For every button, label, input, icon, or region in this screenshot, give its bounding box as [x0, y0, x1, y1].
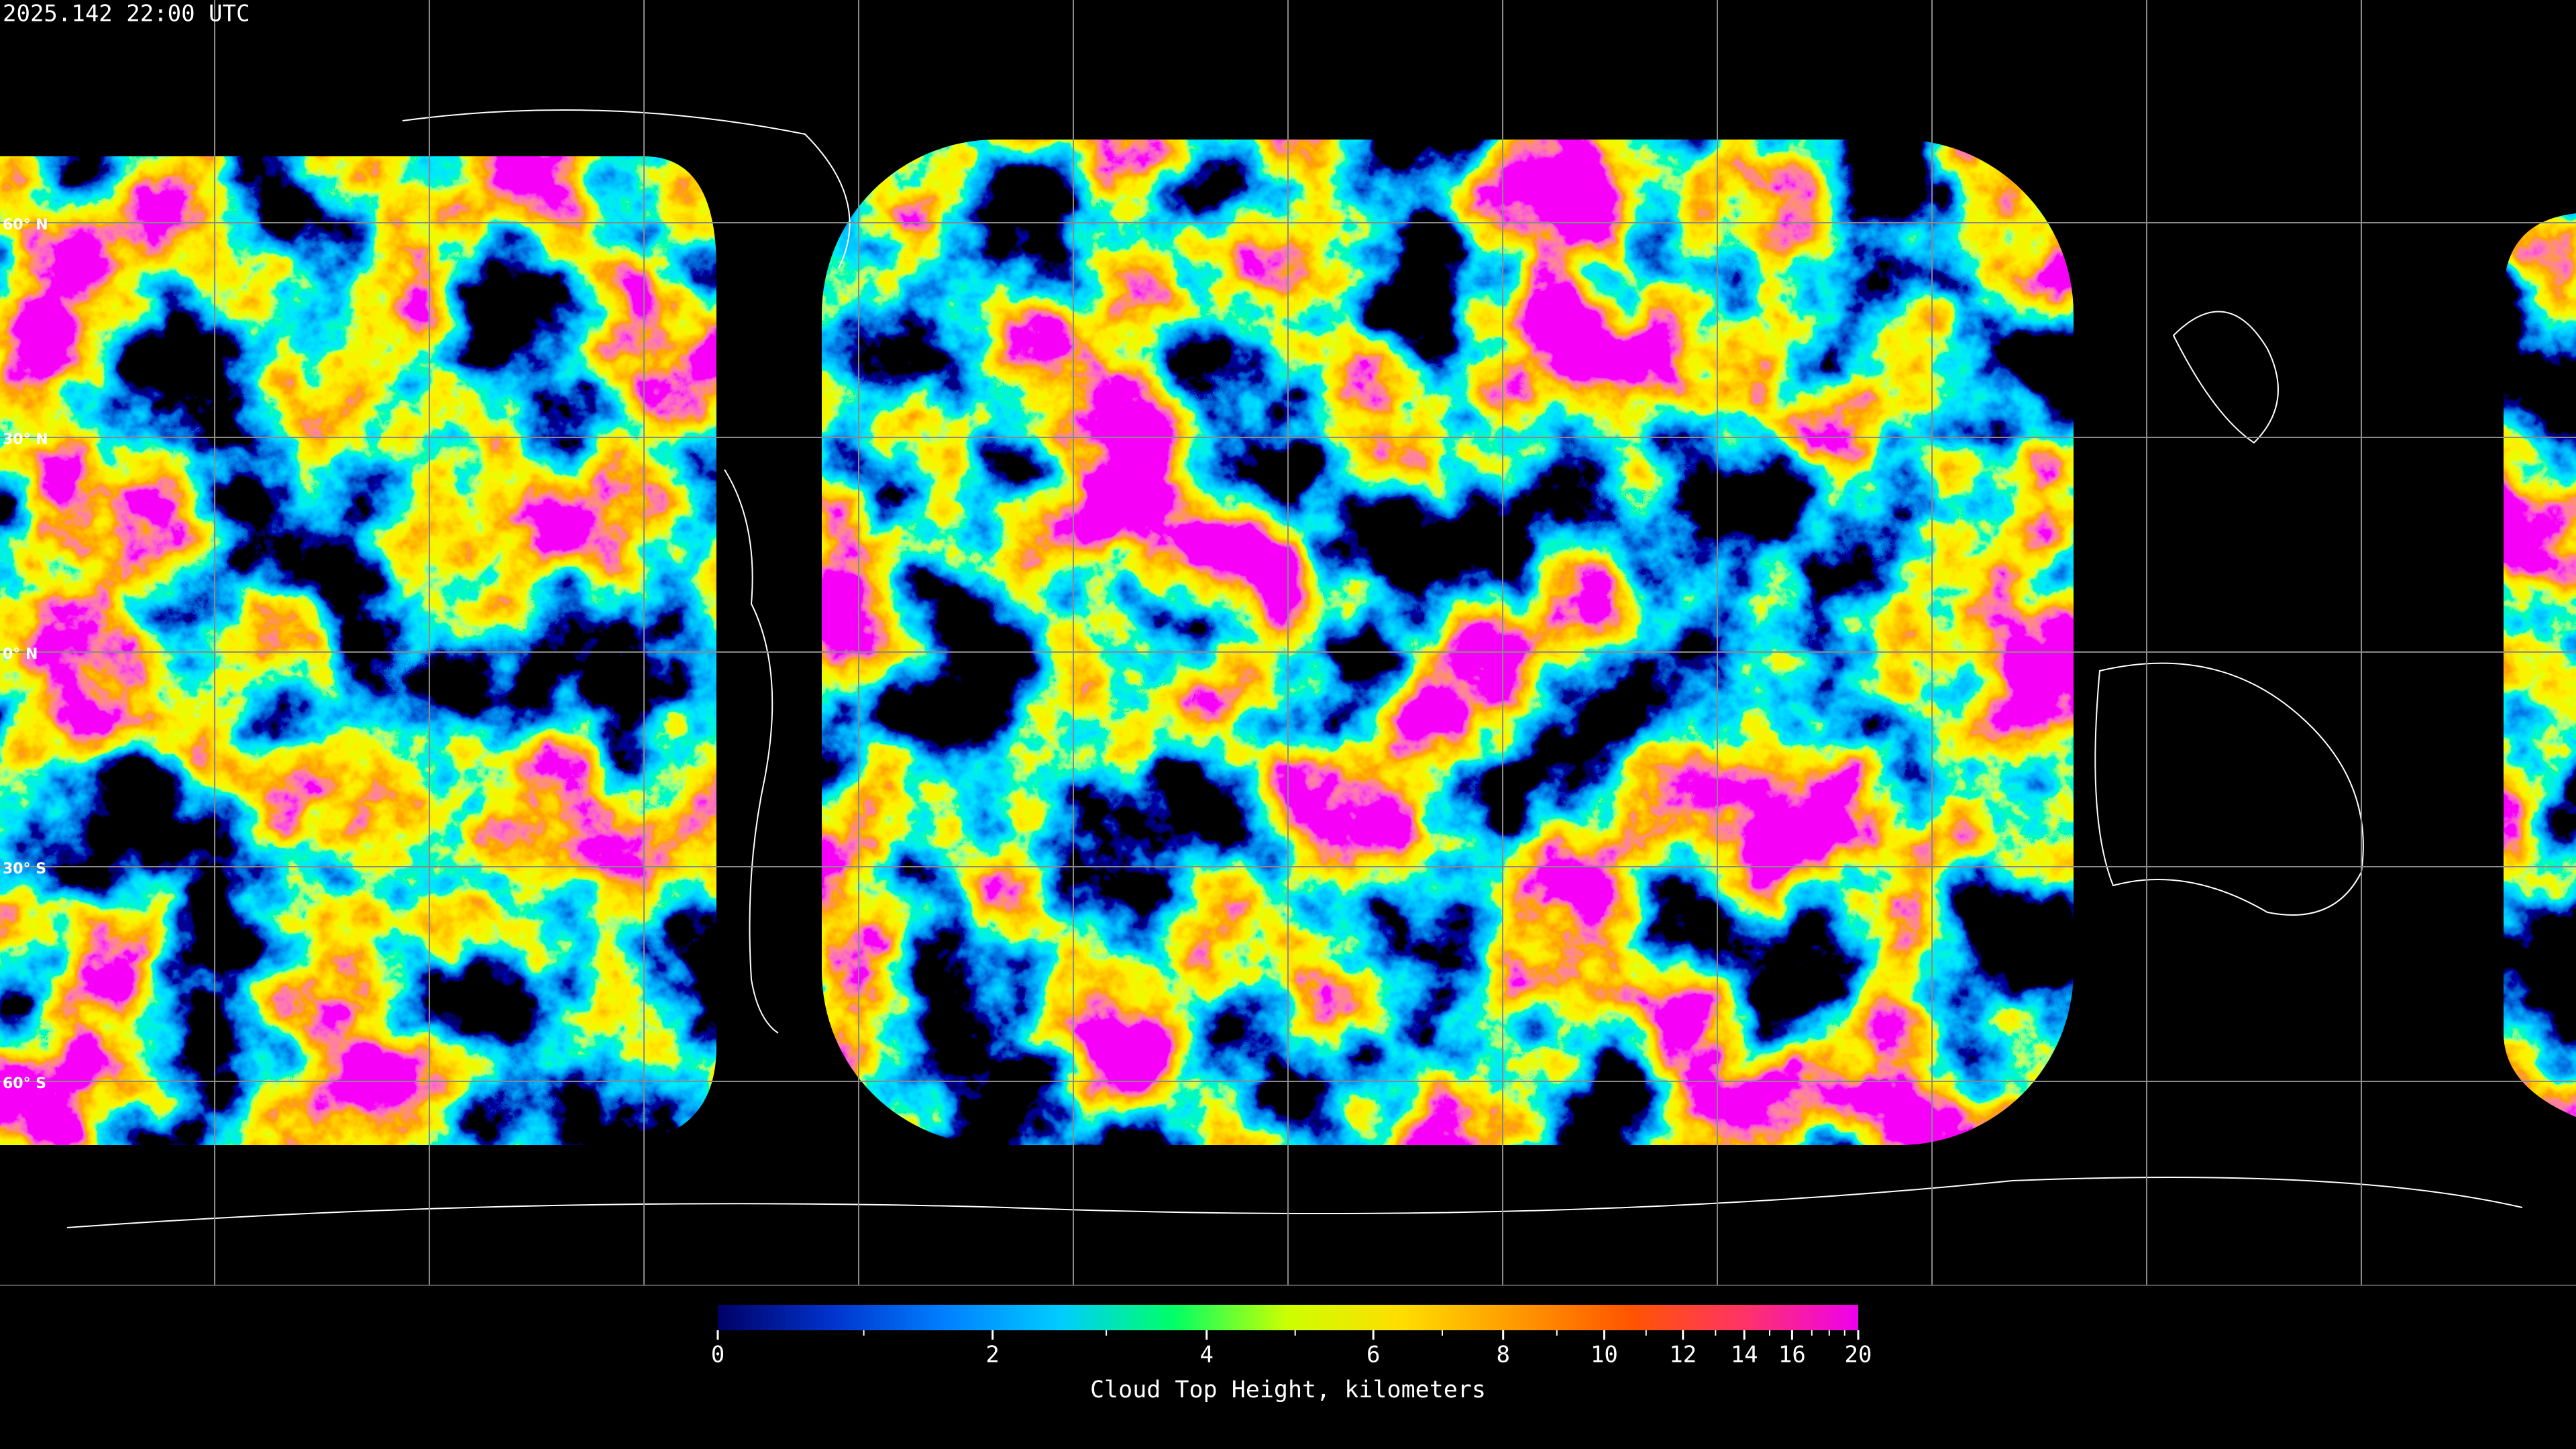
latitude-label: 60° N	[3, 217, 48, 233]
colorbar-tick-label: 8	[1496, 1342, 1509, 1368]
colorbar-ramp	[718, 1305, 1858, 1330]
colorbar: Cloud Top Height, kilometers 0 2 4 6 8 10 12 14…	[711, 1305, 1872, 1403]
colorbar-tick-label: 16	[1778, 1342, 1806, 1368]
coastline	[2172, 311, 2279, 444]
map: 60° N 30° N 0° N 30° S 60° S 2025.142 22:00 …	[0, 0, 2576, 1286]
colorbar-tick-label: 20	[1845, 1342, 1872, 1368]
coastline	[724, 469, 779, 1034]
colorbar-tick-label: 0	[711, 1342, 724, 1368]
colorbar-tick-label: 4	[1199, 1342, 1213, 1368]
coastlines	[66, 109, 2523, 1228]
latitude-label: 30° N	[3, 431, 48, 448]
latitude-label: 0° N	[3, 646, 38, 663]
colorbar-tick-label: 10	[1591, 1342, 1618, 1368]
colorbar-tick-label: 14	[1731, 1342, 1758, 1368]
colorbar-tick-label: 12	[1669, 1342, 1697, 1368]
coastline	[2094, 662, 2364, 916]
graticule: 60° N 30° N 0° N 30° S 60° S	[0, 0, 2576, 1285]
latitude-label: 60° S	[3, 1075, 46, 1092]
coastline	[402, 109, 851, 269]
colorbar-tick-label: 6	[1366, 1342, 1380, 1368]
latitude-label: 30° S	[3, 861, 46, 877]
colorbar-tick-label: 2	[985, 1342, 999, 1368]
timestamp: 2025.142 22:00 UTC	[3, 1, 250, 28]
colorbar-title: Cloud Top Height, kilometers	[1090, 1377, 1486, 1403]
coastline	[66, 1177, 2523, 1228]
